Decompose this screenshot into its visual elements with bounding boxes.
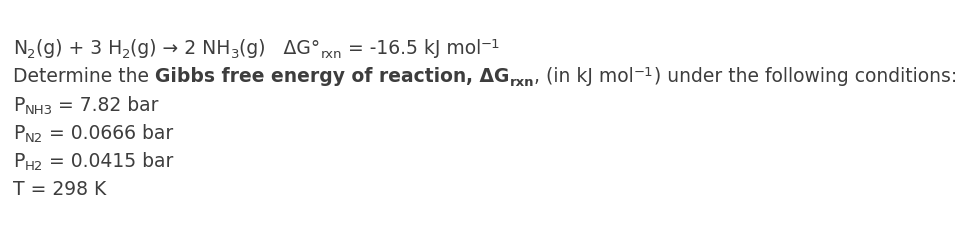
Text: Determine the: Determine the — [13, 67, 155, 86]
Text: P: P — [13, 152, 24, 171]
Text: P: P — [13, 96, 24, 115]
Text: H2: H2 — [24, 161, 43, 174]
Text: (g) + 3 H: (g) + 3 H — [36, 39, 122, 58]
Text: T = 298 K: T = 298 K — [13, 180, 106, 199]
Text: rxn: rxn — [320, 47, 342, 60]
Text: = 0.0415 bar: = 0.0415 bar — [43, 152, 173, 171]
Text: ) under the following conditions:: ) under the following conditions: — [654, 67, 956, 86]
Text: 2: 2 — [122, 47, 131, 60]
Text: (g)   ΔG°: (g) ΔG° — [239, 39, 320, 58]
Text: −1: −1 — [482, 38, 501, 52]
Text: Gibbs free energy of reaction: Gibbs free energy of reaction — [155, 67, 466, 86]
Text: = 0.0666 bar: = 0.0666 bar — [43, 124, 173, 143]
Text: = -16.5 kJ mol: = -16.5 kJ mol — [342, 39, 482, 58]
Text: −1: −1 — [634, 66, 654, 79]
Text: (g) → 2 NH: (g) → 2 NH — [131, 39, 231, 58]
Text: , ΔG: , ΔG — [466, 67, 510, 86]
Text: , (in kJ mol: , (in kJ mol — [534, 67, 634, 86]
Text: = 7.82 bar: = 7.82 bar — [52, 96, 159, 115]
Text: N2: N2 — [24, 133, 43, 145]
Text: rxn: rxn — [510, 76, 534, 88]
Text: 2: 2 — [27, 47, 36, 60]
Text: P: P — [13, 124, 24, 143]
Text: N: N — [13, 39, 27, 58]
Text: NH3: NH3 — [24, 104, 52, 117]
Text: 3: 3 — [231, 47, 239, 60]
